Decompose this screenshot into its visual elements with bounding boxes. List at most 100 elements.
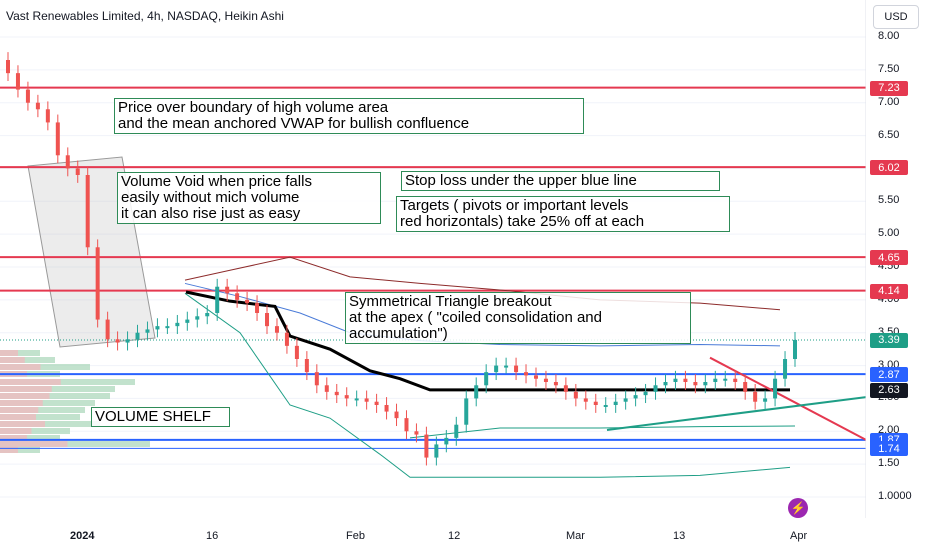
price-level-tag: 6.02 [870,160,908,176]
annotation-volume-shelf: VOLUME SHELF [91,407,230,427]
candle-body [593,401,598,405]
candle-body [185,319,190,323]
volume-profile-bar-sell [0,421,45,427]
price-level-tag: 2.87 [870,367,908,383]
annotation-triangle-breakout: Symmetrical Triangle breakout at the ape… [345,292,691,344]
candle-body [75,168,80,175]
candle-body [384,405,389,412]
candle-body [643,391,648,396]
price-tick-label: 8.00 [878,30,900,42]
volume-profile-bar [0,428,70,434]
candle-body [95,247,100,320]
annotation-line: Stop loss under the upper blue line [405,172,637,189]
candle-body [454,424,459,438]
candle-body [35,102,40,110]
time-tick-label: Apr [790,530,808,542]
volume-profile-bar [0,435,60,441]
candle-body [85,175,90,248]
price-tick-label: 1.50 [878,457,900,470]
candle-body [613,401,618,405]
volume-profile-bar-sell [0,435,27,441]
annotation-line: Price over boundary of high volume area [118,99,389,116]
volume-profile-bar-sell [0,441,68,447]
candle-body [524,372,529,376]
annotation-targets: Targets ( pivots or important levels red… [396,196,730,232]
volume-profile-bar-sell [0,386,52,392]
candle-body [514,365,519,373]
candle-body [464,398,469,425]
candle-body [175,322,180,327]
volume-profile-bar-sell [0,400,43,406]
candle-body [55,122,60,156]
candle-body [494,365,499,373]
candle-body [683,378,688,382]
candle-body [474,385,479,399]
candle-body [553,382,558,386]
candle-body [733,378,738,382]
candle-body [364,398,369,402]
candle-body [484,372,489,386]
currency-button[interactable]: USD [873,5,919,29]
candle-body [394,411,399,419]
candle-body [265,313,270,327]
annotation-volume-void: Volume Void when price falls easily with… [117,172,381,224]
candle-body [424,434,429,458]
lightning-icon[interactable]: ⚡ [788,498,808,518]
candle-body [543,378,548,382]
price-level-tag: 3.39 [870,332,908,348]
volume-profile-bar [0,407,85,413]
candle-body [404,418,409,432]
time-tick-label: Mar [566,530,585,542]
candle-body [673,378,678,382]
candle-body [245,299,250,304]
candle-body [414,431,419,435]
volume-profile-bar [0,421,100,427]
candle-body [793,339,797,359]
chart-area[interactable] [0,0,866,518]
candle-body [354,398,359,401]
candle-body [165,326,170,329]
volume-profile-bar-sell [0,357,25,363]
volume-profile-bar [0,393,110,399]
price-tick-label: 1.0000 [878,490,912,502]
candle-body [235,293,240,300]
candle-body [15,73,20,90]
volume-profile-bar [0,386,115,392]
annotation-line: red horizontals) take 25% off at each [400,213,645,230]
price-tick-label: 5.50 [878,194,900,207]
candle-body [533,375,538,379]
candle-body [314,372,319,386]
chart-svg[interactable] [0,0,866,518]
candle-body [105,319,110,340]
annotation-line: at the apex ( "coiled consolidation and [349,309,602,326]
candle-body [504,365,509,368]
annotation-line: it can also rise just as easy [121,205,301,222]
price-level-tag: 4.14 [870,283,908,299]
candle-body [334,391,339,396]
chart-title: Vast Renewables Limited, 4h, NASDAQ, Hei… [6,9,284,23]
candle-body [255,303,260,313]
candle-body [374,401,379,405]
volume-profile-bar [0,414,80,420]
candle-body [344,395,349,399]
annotation-stop-loss: Stop loss under the upper blue line [401,171,720,191]
annotation-line: accumulation") [349,325,448,342]
candle-body [783,359,788,379]
candle-body [763,398,768,402]
candle-body [583,398,588,402]
candle-body [25,89,30,103]
price-tick-label: 7.00 [878,95,900,108]
candle-body [773,378,778,399]
annotation-line: Volume Void when price falls [121,173,312,190]
candle-body [434,444,439,458]
candle-body [713,378,718,382]
price-level-tag: 1.74 [870,441,908,457]
candle-body [304,359,309,373]
candle-body [653,385,658,392]
time-tick-label: Feb [346,530,365,542]
candle-body [723,378,728,381]
candle-body [6,60,10,74]
candle-body [145,329,150,333]
candle-body [753,391,758,402]
volume-profile-bar [0,350,40,356]
